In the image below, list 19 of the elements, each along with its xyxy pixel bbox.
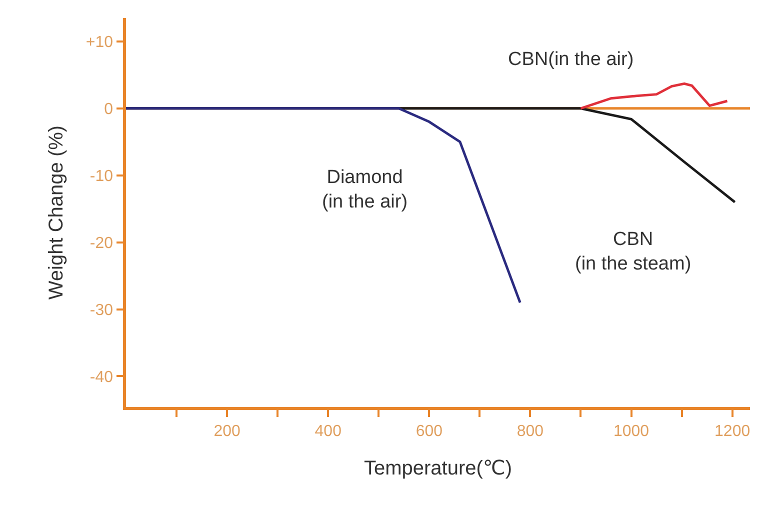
x-tick-label: 600 [416, 422, 443, 440]
x-tick-label: 1200 [714, 422, 750, 440]
x-tick-label: 1000 [613, 422, 650, 440]
x-axis-title: Temperature(℃) [364, 457, 512, 480]
y-axis-title: Weight Change (%) [45, 125, 68, 300]
text: Diamond (in the air) [322, 167, 408, 213]
y-tick-label: 0 [104, 100, 114, 118]
series-label: CBN(in the air) [508, 49, 634, 70]
y-tick-label: -10 [90, 168, 114, 185]
line-series [126, 107, 522, 304]
text: CBN (in the steam) [575, 229, 692, 275]
line-series [579, 82, 729, 110]
x-tick-label: 400 [314, 422, 342, 440]
y-tick-label: +10 [86, 34, 114, 52]
y-tick-label: -30 [90, 302, 114, 319]
y-tick-label: -20 [90, 234, 114, 252]
x-tick-label: 800 [516, 422, 544, 440]
x-tick-label: 200 [214, 422, 240, 440]
y-tick-label: -40 [90, 368, 114, 386]
